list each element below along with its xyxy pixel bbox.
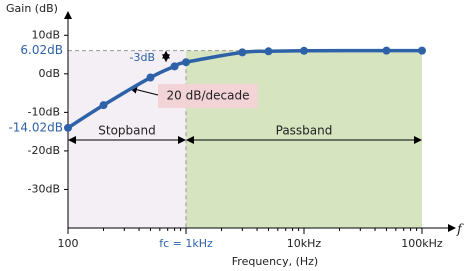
band-label: Passband (276, 124, 333, 138)
y-axis-title: Gain (dB) (6, 2, 58, 15)
x-tick-label: 100kHz (401, 237, 443, 250)
highlight-tick-label: 6.02dB (20, 43, 63, 57)
y-tick-label: 10dB (31, 28, 60, 41)
data-point (264, 47, 273, 56)
x-axis-title: Frequency, (Hz) (232, 255, 318, 268)
x-symbol: f (456, 223, 464, 238)
data-point (382, 46, 391, 55)
annotation: -3dB (130, 51, 156, 64)
y-tick-label: -10dB (28, 105, 61, 118)
data-point (146, 73, 155, 82)
y-tick-label: 0dB (38, 67, 60, 80)
series-line (67, 48, 423, 130)
data-point (64, 123, 72, 132)
data-point (99, 101, 108, 110)
y-tick-label: -30dB (28, 182, 61, 195)
band-label: Stopband (98, 124, 155, 138)
region (186, 50, 422, 229)
x-tick-label: 10kHz (287, 237, 322, 250)
highlight-tick-label: -14.02dB (8, 120, 63, 134)
annotation: 20 dB/decade (167, 89, 250, 103)
y-tick-label: -20dB (28, 144, 61, 157)
region (68, 50, 186, 229)
annotation-box (158, 84, 258, 108)
data-point (300, 46, 308, 55)
x-tick-label: fc = 1kHz (159, 237, 213, 250)
data-point (418, 46, 426, 55)
x-tick-label: 100 (58, 237, 79, 250)
data-point (170, 62, 179, 71)
data-point (238, 48, 247, 57)
data-point (182, 58, 190, 67)
annotation-arrow (129, 85, 159, 96)
